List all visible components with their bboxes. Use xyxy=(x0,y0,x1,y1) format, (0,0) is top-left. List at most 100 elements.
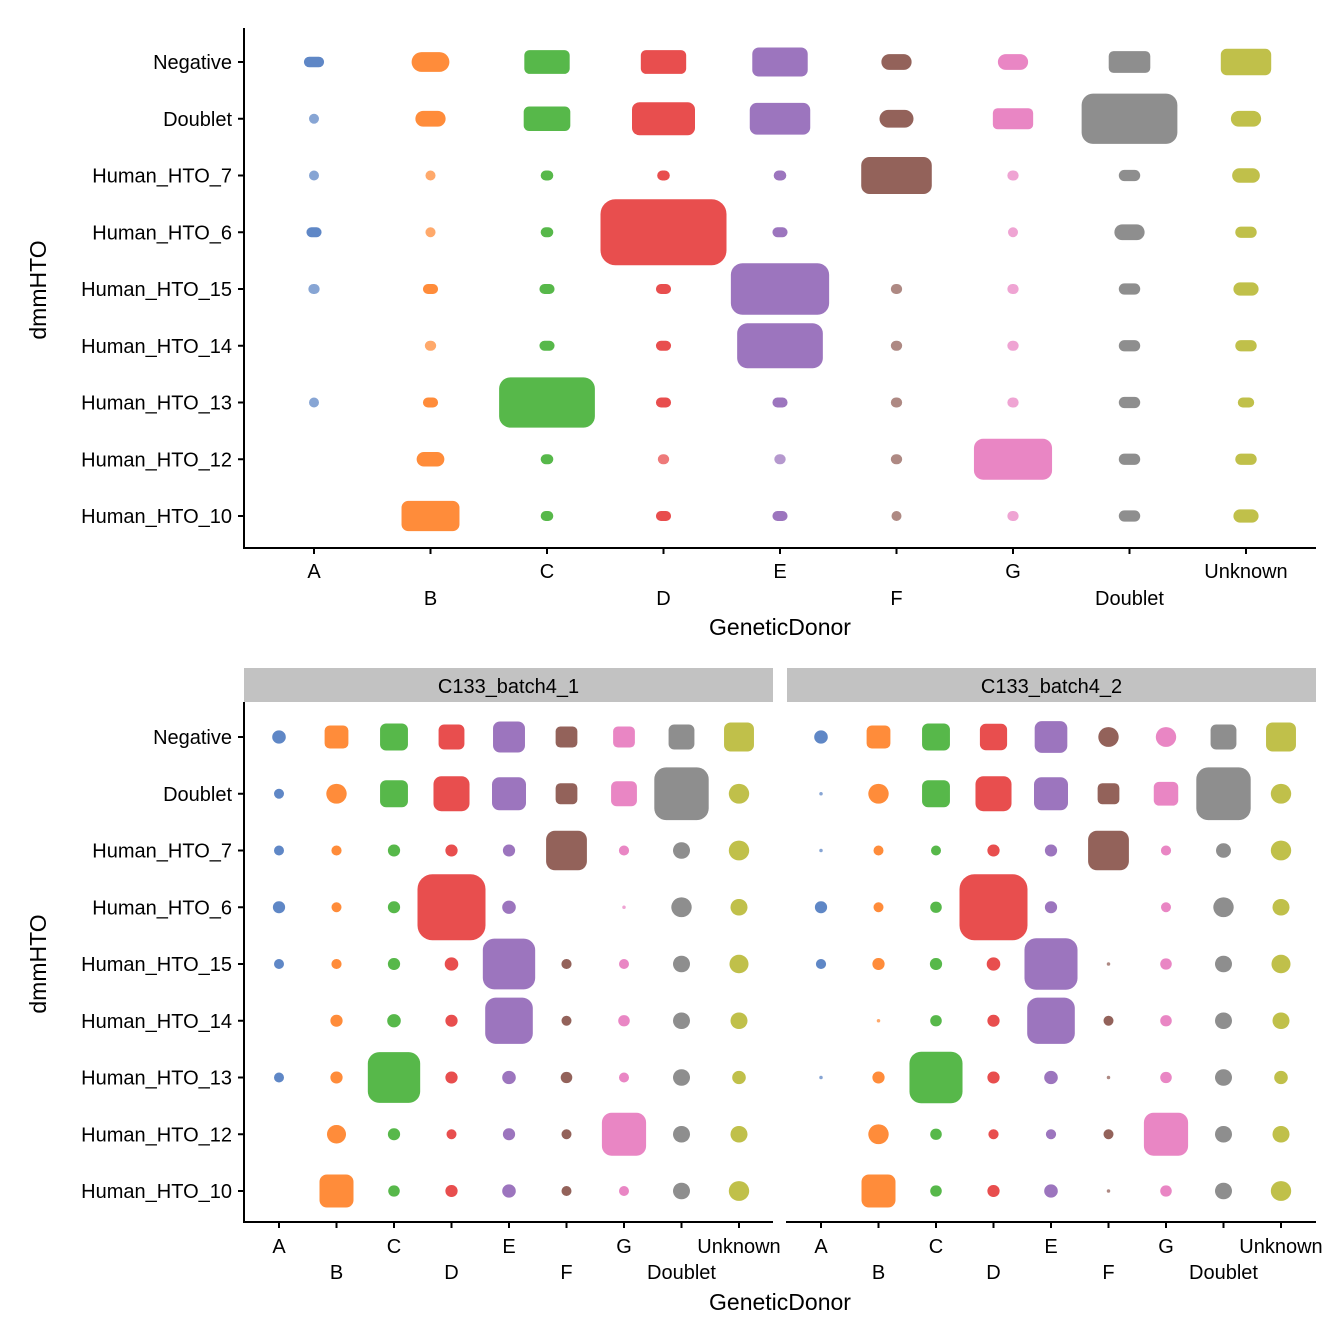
point-cluster-c-human-hto-14 xyxy=(539,340,555,351)
point-cluster-g-human-hto-6 xyxy=(622,905,626,909)
x-tick-label: C xyxy=(929,1236,943,1258)
x-tick-label: A xyxy=(307,561,321,583)
point-cluster-c-human-hto-6 xyxy=(930,901,942,913)
facet-label: C133_batch4_1 xyxy=(438,676,579,698)
x-tick-label: F xyxy=(560,1262,572,1284)
point-cluster-e-human-hto-14 xyxy=(1027,997,1075,1044)
point-cluster-doublet-negative xyxy=(1210,724,1237,750)
point-cluster-f-human-hto-7 xyxy=(546,830,587,871)
point-cluster-g-human-hto-12 xyxy=(601,1112,647,1156)
point-cluster-d-negative xyxy=(640,50,687,74)
point-cluster-g-human-hto-14 xyxy=(1007,340,1019,351)
point-cluster-doublet-human-hto-12 xyxy=(673,1126,690,1143)
point-cluster-d-human-hto-10 xyxy=(445,1185,458,1197)
point-cluster-doublet-human-hto-12 xyxy=(1215,1126,1232,1143)
point-cluster-a-doublet xyxy=(819,792,823,796)
facet-label: C133_batch4_2 xyxy=(981,676,1122,698)
point-cluster-c-human-hto-12 xyxy=(930,1128,942,1140)
point-cluster-a-negative xyxy=(272,730,286,744)
point-cluster-f-human-hto-14 xyxy=(561,1015,572,1026)
x-tick-label: E xyxy=(773,561,786,583)
point-cluster-f-negative xyxy=(881,54,912,70)
point-cluster-c-negative xyxy=(922,723,950,751)
point-cluster-a-human-hto-15 xyxy=(308,284,320,294)
point-cluster-f-human-hto-12 xyxy=(890,454,903,465)
point-cluster-c-human-hto-6 xyxy=(387,901,401,914)
point-cluster-doublet-human-hto-7 xyxy=(673,842,690,859)
point-cluster-c-doublet xyxy=(380,780,408,808)
point-cluster-unknown-human-hto-13 xyxy=(1237,397,1255,408)
point-cluster-e-negative xyxy=(1034,721,1068,753)
point-cluster-d-human-hto-12 xyxy=(988,1129,999,1140)
point-cluster-doublet-human-hto-7 xyxy=(1118,169,1141,182)
point-cluster-doublet-human-hto-15 xyxy=(673,955,690,973)
point-cluster-a-human-hto-7 xyxy=(274,845,284,856)
point-cluster-e-human-hto-12 xyxy=(502,1128,516,1141)
point-cluster-g-negative xyxy=(997,54,1029,70)
point-cluster-doublet-human-hto-7 xyxy=(1216,843,1231,858)
point-cluster-c-human-hto-15 xyxy=(929,958,943,970)
point-cluster-b-human-hto-6 xyxy=(425,227,436,238)
point-cluster-b-doublet xyxy=(868,783,889,804)
point-cluster-unknown-human-hto-15 xyxy=(729,954,749,974)
point-cluster-doublet-human-hto-13 xyxy=(673,1069,690,1086)
point-cluster-d-human-hto-13 xyxy=(445,1071,458,1084)
point-cluster-e-human-hto-7 xyxy=(773,170,787,181)
point-cluster-doublet-human-hto-10 xyxy=(1215,1182,1232,1200)
point-cluster-e-human-hto-13 xyxy=(1044,1070,1058,1085)
point-cluster-e-doublet xyxy=(1034,777,1068,811)
x-tick-label: E xyxy=(1044,1236,1057,1258)
y-tick-label: Human_HTO_10 xyxy=(81,1181,232,1203)
point-cluster-b-human-hto-14 xyxy=(876,1019,881,1023)
point-cluster-a-doublet xyxy=(274,788,284,799)
x-tick-label: Doublet xyxy=(1095,588,1164,610)
point-cluster-c-human-hto-15 xyxy=(387,958,401,970)
point-cluster-e-negative xyxy=(493,721,525,753)
point-cluster-a-human-hto-13 xyxy=(309,397,319,408)
y-tick-label: Negative xyxy=(153,727,232,749)
point-cluster-f-human-hto-10 xyxy=(891,511,902,521)
facet-strip xyxy=(787,668,1316,702)
point-cluster-unknown-human-hto-6 xyxy=(1272,899,1290,916)
point-cluster-e-doublet xyxy=(749,102,811,135)
point-cluster-doublet-doublet xyxy=(1196,767,1251,821)
point-cluster-e-human-hto-7 xyxy=(502,844,516,857)
point-cluster-doublet-human-hto-6 xyxy=(1213,897,1234,918)
point-cluster-d-negative xyxy=(438,724,465,750)
x-tick-label: B xyxy=(872,1262,885,1284)
point-cluster-d-human-hto-6 xyxy=(600,199,727,266)
x-tick-label: D xyxy=(986,1262,1000,1284)
point-cluster-d-negative xyxy=(979,723,1008,751)
x-tick-label: Doublet xyxy=(647,1262,716,1284)
point-cluster-c-human-hto-15 xyxy=(539,284,555,294)
point-cluster-a-negative xyxy=(814,730,828,744)
point-cluster-doublet-human-hto-6 xyxy=(671,897,692,918)
y-axis-title: dmmHTO xyxy=(25,914,51,1013)
point-cluster-g-doublet xyxy=(611,781,637,807)
x-tick-label: A xyxy=(272,1236,286,1258)
point-cluster-unknown-negative xyxy=(724,722,754,752)
point-cluster-b-human-hto-14 xyxy=(424,340,437,351)
point-cluster-doublet-negative xyxy=(668,724,695,750)
point-cluster-f-human-hto-15 xyxy=(561,959,572,969)
point-cluster-e-human-hto-6 xyxy=(1044,901,1058,914)
point-cluster-g-human-hto-14 xyxy=(1160,1015,1172,1027)
point-cluster-unknown-human-hto-6 xyxy=(730,899,748,916)
point-cluster-a-human-hto-6 xyxy=(814,901,828,914)
point-cluster-d-human-hto-6 xyxy=(959,874,1028,941)
point-cluster-f-human-hto-12 xyxy=(561,1129,572,1140)
point-cluster-c-doublet xyxy=(523,106,571,131)
point-cluster-doublet-negative xyxy=(1108,51,1151,73)
point-cluster-f-human-hto-13 xyxy=(560,1071,573,1084)
point-cluster-e-doublet xyxy=(492,777,526,811)
point-cluster-e-human-hto-10 xyxy=(502,1184,516,1198)
point-cluster-unknown-human-hto-14 xyxy=(1272,1012,1290,1029)
x-tick-label: E xyxy=(502,1236,515,1258)
point-cluster-b-doublet xyxy=(326,783,347,804)
point-cluster-c-human-hto-7 xyxy=(387,844,401,857)
point-cluster-unknown-doublet xyxy=(1270,783,1292,804)
point-cluster-d-human-hto-6 xyxy=(417,874,486,941)
point-cluster-d-human-hto-14 xyxy=(655,340,672,351)
point-cluster-b-human-hto-12 xyxy=(416,451,445,467)
point-cluster-d-human-hto-14 xyxy=(987,1014,1000,1027)
